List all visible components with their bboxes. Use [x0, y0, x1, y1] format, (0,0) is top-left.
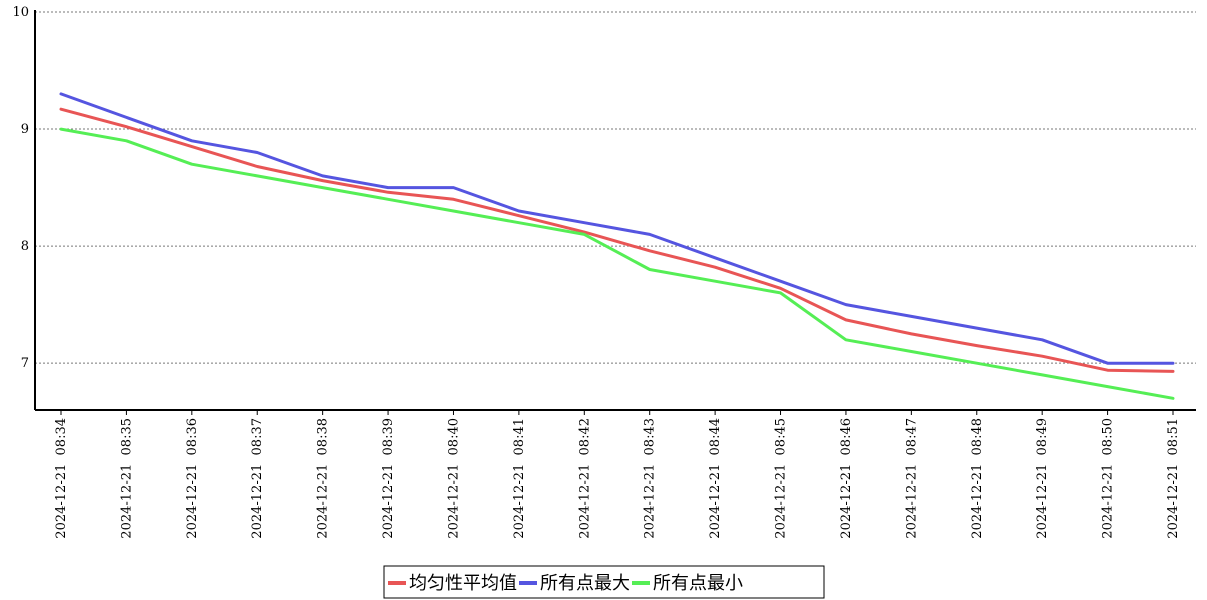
x-tick-label: 2024-12-21 08:47: [904, 418, 919, 539]
x-tick-label: 2024-12-21 08:42: [577, 418, 592, 539]
y-tick-label: 9: [21, 122, 29, 137]
y-tick-label: 7: [21, 356, 29, 371]
series-line-3: [59, 127, 1175, 400]
x-tick-label: 2024-12-21 08:51: [1166, 418, 1181, 539]
x-tick-label: 2024-12-21 08:34: [54, 418, 69, 539]
series-line-1: [59, 107, 1175, 373]
series-lines: [59, 92, 1175, 400]
y-tick-label: 8: [21, 239, 29, 254]
series-line-2: [59, 92, 1175, 365]
legend-label: 均匀性平均值: [409, 573, 517, 594]
x-tick-labels: 2024-12-21 08:34 2024-12-21 08:35 2024-12-…: [54, 418, 1181, 539]
axes: [34, 10, 1196, 415]
legend-label: 所有点最大: [540, 573, 630, 594]
x-tick-label: 2024-12-21 08:44: [708, 418, 723, 539]
legend-label: 所有点最小: [653, 573, 743, 594]
legend: 均匀性平均值 所有点最大 所有点最小: [383, 565, 825, 599]
x-tick-label: 2024-12-21 08:50: [1101, 418, 1116, 539]
x-tick-label: 2024-12-21 08:36: [185, 418, 200, 539]
x-tick-label: 2024-12-21 08:38: [316, 418, 331, 539]
legend-box: [383, 565, 825, 599]
x-tick-label: 2024-12-21 08:40: [446, 418, 461, 539]
x-tick-label: 2024-12-21 08:37: [250, 418, 265, 539]
x-tick-label: 2024-12-21 08:48: [970, 418, 985, 539]
x-tick-label: 2024-12-21 08:35: [119, 418, 134, 539]
y-tick-label: 10: [12, 5, 29, 20]
x-tick-label: 2024-12-21 08:46: [839, 418, 854, 539]
y-tick-labels: 7 8 9 10: [12, 5, 29, 371]
x-tick-label: 2024-12-21 08:45: [774, 418, 789, 539]
x-tick-label: 2024-12-21 08:49: [1035, 418, 1050, 539]
x-tick-label: 2024-12-21 08:43: [643, 418, 658, 539]
x-tick-label: 2024-12-21 08:41: [512, 418, 527, 539]
x-tick-label: 2024-12-21 08:39: [381, 418, 396, 539]
grid-lines: [35, 11, 1196, 364]
